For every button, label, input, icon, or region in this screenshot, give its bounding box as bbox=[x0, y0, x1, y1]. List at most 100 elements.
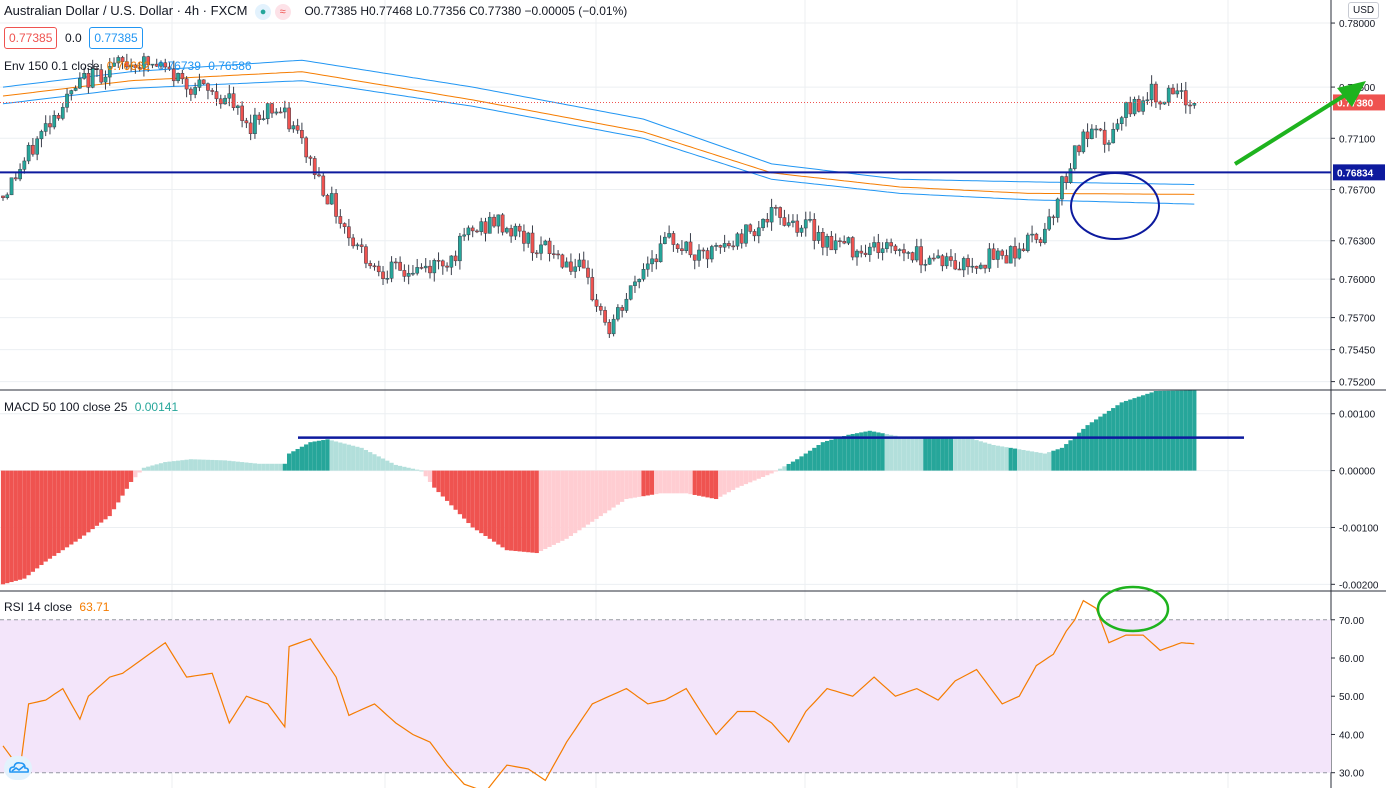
candle-body bbox=[782, 217, 787, 226]
sell-price-button[interactable]: 0.77385 bbox=[4, 27, 58, 49]
candle-body bbox=[295, 125, 300, 131]
macd-legend[interactable]: MACD 50 100 close 25 0.00141 bbox=[4, 400, 178, 414]
candle bbox=[1154, 81, 1158, 109]
macd-bar bbox=[961, 437, 966, 471]
candle bbox=[1051, 214, 1056, 226]
candle-body bbox=[616, 307, 620, 320]
rsi-overbought-circle-annotation bbox=[1096, 585, 1170, 633]
candle bbox=[522, 224, 526, 252]
candle-body bbox=[282, 107, 287, 113]
candle bbox=[475, 229, 479, 234]
macd-bar bbox=[760, 470, 766, 477]
candle-body bbox=[714, 245, 718, 247]
candle-body bbox=[107, 66, 112, 78]
candle-body bbox=[1171, 87, 1175, 95]
rsi-legend[interactable]: RSI 14 close 63.71 bbox=[4, 600, 109, 614]
candle-body bbox=[462, 234, 467, 237]
candle bbox=[505, 226, 509, 234]
candle bbox=[112, 57, 116, 67]
macd-bar bbox=[910, 436, 915, 471]
macd-bar bbox=[346, 444, 351, 471]
candle-body bbox=[334, 193, 338, 217]
candle bbox=[334, 189, 338, 224]
macd-bar bbox=[35, 470, 40, 569]
candle bbox=[206, 82, 210, 100]
macd-bar bbox=[184, 459, 189, 471]
currency-button[interactable]: USD bbox=[1348, 2, 1380, 19]
candle bbox=[663, 231, 667, 245]
price-tick-label: 0.76000 bbox=[1339, 275, 1376, 286]
macd-bar bbox=[722, 470, 727, 495]
macd-bar bbox=[850, 433, 855, 471]
tradingview-logo-icon[interactable] bbox=[4, 756, 32, 780]
macd-bar bbox=[538, 470, 544, 552]
candle bbox=[321, 172, 326, 198]
candle bbox=[731, 240, 736, 251]
macd-bar bbox=[308, 442, 313, 471]
macd-bar bbox=[453, 470, 458, 510]
macd-bar bbox=[282, 463, 287, 471]
candle bbox=[791, 214, 795, 228]
candle-body bbox=[808, 219, 812, 221]
macd-bar bbox=[526, 470, 531, 553]
macd-bar bbox=[1034, 452, 1039, 471]
macd-bar bbox=[679, 470, 685, 494]
macd-bar bbox=[940, 437, 945, 471]
macd-bar bbox=[193, 459, 198, 471]
candle-body bbox=[731, 245, 736, 248]
candle bbox=[184, 76, 189, 98]
candle bbox=[564, 257, 569, 268]
macd-bar bbox=[398, 465, 403, 471]
macd-bar bbox=[974, 440, 979, 471]
candle bbox=[722, 234, 727, 253]
candle-body bbox=[867, 246, 872, 255]
price-tick-label: 0.76700 bbox=[1339, 186, 1376, 197]
macd-bar bbox=[299, 446, 304, 471]
candle bbox=[402, 264, 407, 282]
macd-bar bbox=[1081, 428, 1086, 471]
envelope-legend[interactable]: Env 150 0.1 close 0.76662 0.76739 0.7658… bbox=[4, 59, 252, 73]
macd-bar bbox=[1175, 390, 1180, 471]
macd-bar bbox=[274, 463, 279, 471]
candle-body bbox=[129, 64, 133, 68]
candle bbox=[616, 304, 620, 322]
envelope-upper-line bbox=[2, 59, 1195, 185]
candle-body bbox=[974, 265, 979, 269]
candle-body bbox=[1090, 128, 1094, 139]
macd-bar bbox=[402, 466, 407, 471]
candle-body bbox=[1154, 83, 1158, 103]
candle bbox=[650, 250, 654, 272]
candle bbox=[1055, 197, 1060, 223]
candle bbox=[210, 88, 215, 96]
candle bbox=[257, 112, 262, 125]
macd-bar bbox=[1192, 390, 1197, 471]
macd-bar bbox=[171, 461, 176, 471]
candle bbox=[1013, 237, 1017, 267]
candle bbox=[863, 244, 868, 258]
candle bbox=[56, 112, 61, 121]
candle-body bbox=[56, 115, 61, 119]
macd-bar bbox=[513, 470, 518, 552]
market-status-icon[interactable]: ● bbox=[255, 3, 272, 20]
macd-bar bbox=[43, 470, 48, 562]
candle bbox=[581, 251, 586, 269]
macd-bar bbox=[257, 463, 262, 471]
candle bbox=[936, 249, 940, 259]
macd-bar bbox=[632, 470, 638, 498]
wave-icon[interactable]: ≈ bbox=[274, 3, 291, 20]
candle bbox=[479, 217, 484, 236]
candle bbox=[300, 122, 304, 144]
candle bbox=[372, 263, 377, 271]
candle-body bbox=[970, 265, 975, 268]
candle-body bbox=[325, 195, 330, 205]
candle-body bbox=[936, 255, 940, 259]
macd-bar bbox=[731, 470, 736, 490]
candle-body bbox=[1136, 98, 1141, 112]
candle bbox=[1085, 123, 1090, 148]
candle bbox=[470, 225, 475, 238]
level-price-badge: 0.76834 bbox=[1333, 164, 1385, 181]
buy-price-button[interactable]: 0.77385 bbox=[89, 27, 143, 49]
macd-bar bbox=[496, 470, 501, 545]
macd-bar bbox=[1076, 432, 1082, 471]
